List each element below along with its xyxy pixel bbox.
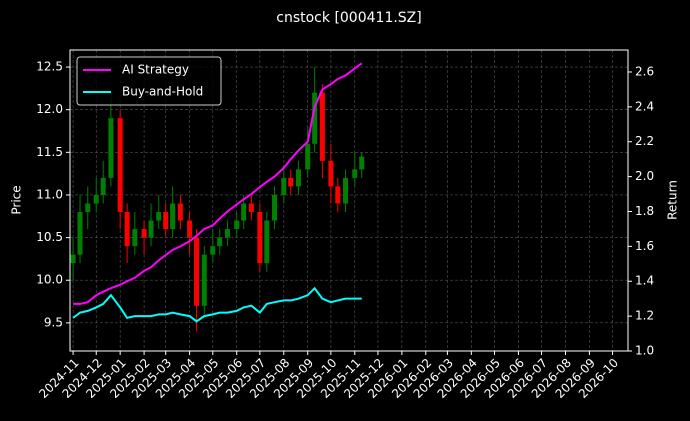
candle-body xyxy=(194,237,200,306)
candle-body xyxy=(352,169,358,178)
candle-body xyxy=(201,254,207,306)
candle-body xyxy=(100,177,106,195)
candle-body xyxy=(163,212,169,230)
candle-body xyxy=(85,203,91,213)
y-tick-label: 10.0 xyxy=(36,273,63,287)
candle-body xyxy=(312,92,318,144)
legend: AI Strategy Buy-and-Hold xyxy=(76,56,222,106)
candle-body xyxy=(319,92,325,161)
y-tick-label: 11.5 xyxy=(36,145,63,159)
legend-box xyxy=(76,56,222,106)
y-axis-label: Price xyxy=(10,185,24,214)
candle-body xyxy=(93,194,99,204)
candle-body xyxy=(210,246,216,255)
y-tick-label: 9.5 xyxy=(44,315,63,329)
candle-body xyxy=(148,220,154,238)
candle-body xyxy=(217,237,223,247)
candle-body xyxy=(108,118,114,178)
legend-label: AI Strategy xyxy=(122,63,189,77)
candle-body xyxy=(132,229,138,247)
legend-label: Buy-and-Hold xyxy=(122,85,203,99)
candle-body xyxy=(328,160,334,187)
y-tick-label: 10.5 xyxy=(36,230,63,244)
candle-body xyxy=(187,220,193,238)
candle-body xyxy=(241,203,247,221)
candle-body xyxy=(288,177,294,187)
plot-frame xyxy=(69,49,629,352)
y2-tick-label: 2.0 xyxy=(635,169,654,183)
candle-body xyxy=(70,254,76,264)
y-tick-label: 12.5 xyxy=(36,60,63,74)
line-series xyxy=(72,286,362,323)
candle-body xyxy=(234,220,240,230)
line-series xyxy=(73,62,363,305)
candle-body xyxy=(335,186,341,204)
candle-body xyxy=(359,156,365,170)
candle-body xyxy=(343,177,349,204)
candle-body xyxy=(257,212,263,264)
candle-body xyxy=(141,229,147,238)
y-tick-label: 12.0 xyxy=(36,102,63,116)
y2-tick-label: 1.6 xyxy=(635,239,654,253)
y-tick-label: 11.0 xyxy=(36,187,63,201)
chart-title: cnstock [000411.SZ] xyxy=(276,10,421,26)
candle-body xyxy=(264,220,270,264)
y2-tick-label: 1.4 xyxy=(635,274,654,288)
candle-body xyxy=(281,177,287,195)
candle-body xyxy=(295,169,301,187)
y2-axis-label: Return xyxy=(666,180,680,220)
candle-body xyxy=(156,212,162,221)
y2-tick-label: 1.0 xyxy=(635,344,654,358)
candle-body xyxy=(170,203,176,230)
candle-body xyxy=(117,118,123,213)
candle-body xyxy=(305,143,311,170)
y2-tick-label: 2.6 xyxy=(635,64,654,78)
y2-tick-label: 2.4 xyxy=(635,99,654,113)
y2-tick-label: 2.2 xyxy=(635,134,654,148)
candle-body xyxy=(248,203,254,213)
candle-body xyxy=(124,212,130,247)
y2-tick-label: 1.2 xyxy=(635,309,654,323)
candle-body xyxy=(77,212,83,255)
y2-tick-label: 1.8 xyxy=(635,204,654,218)
candle-body xyxy=(224,229,230,238)
candle-body xyxy=(177,203,183,221)
candle-body xyxy=(272,194,278,221)
